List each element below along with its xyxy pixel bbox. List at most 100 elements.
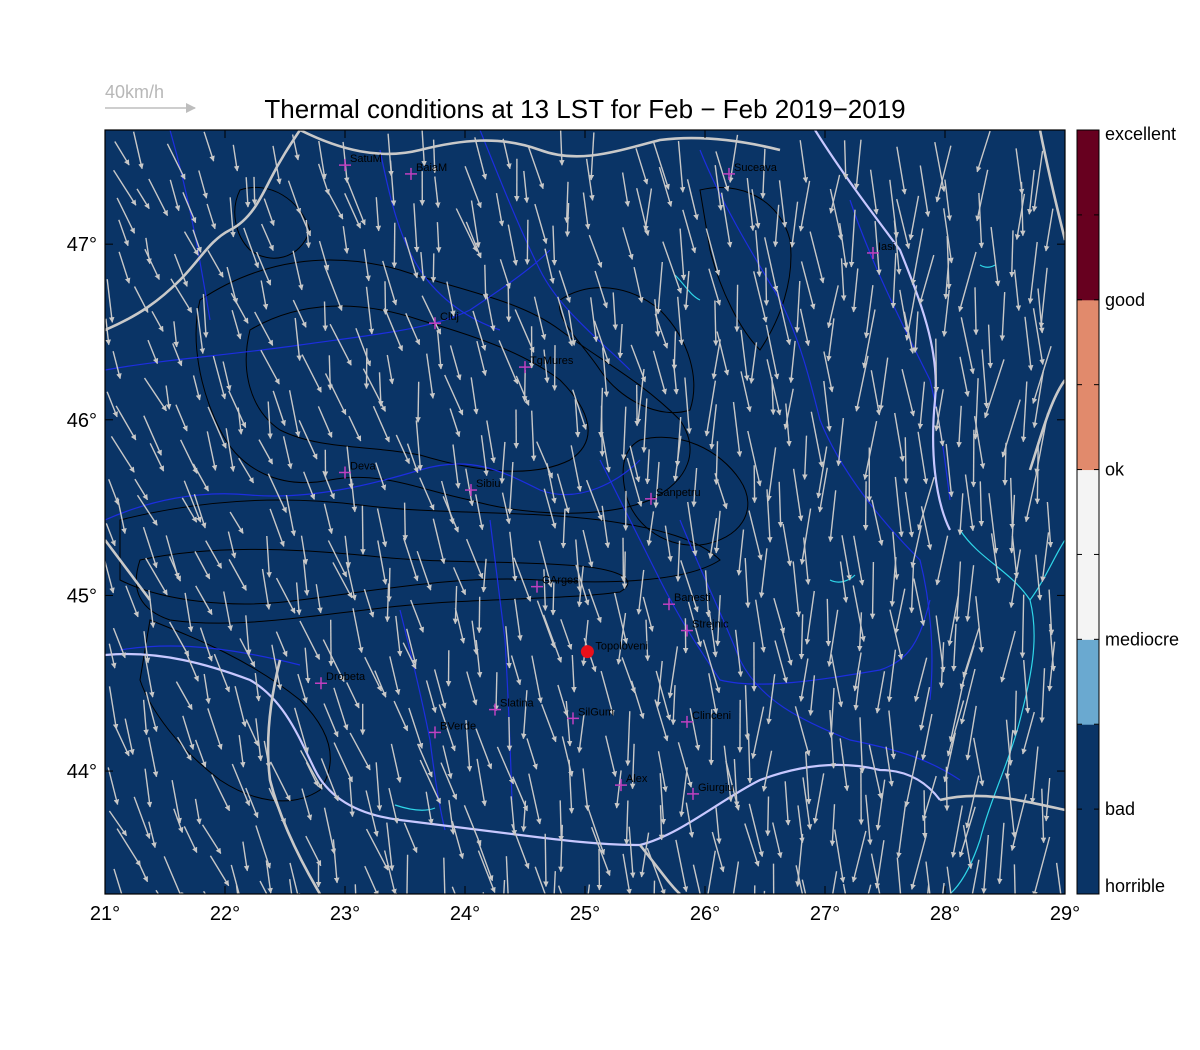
wind-arrow	[364, 865, 379, 894]
wind-arrow	[354, 884, 357, 894]
wind-arrow	[113, 868, 123, 894]
station-label: Iasi	[878, 241, 895, 253]
wind-arrow	[1047, 641, 1056, 692]
wind-arrow	[495, 192, 505, 227]
wind-arrow	[711, 831, 725, 873]
station-marker: BVerde	[429, 720, 476, 739]
wind-arrow	[1039, 893, 1042, 894]
wind-arrow	[486, 420, 496, 464]
wind-arrow	[677, 296, 685, 346]
wind-arrow	[646, 511, 655, 546]
wind-arrow	[434, 176, 441, 209]
wind-arrow	[553, 871, 556, 894]
wind-arrow	[919, 686, 931, 731]
wind-arrow	[499, 259, 511, 289]
wind-arrow	[677, 141, 686, 193]
wind-arrow	[148, 821, 157, 849]
wind-arrow	[271, 644, 283, 691]
wind-arrow	[1017, 895, 1019, 954]
wind-arrow	[800, 261, 816, 310]
wind-arrow	[799, 508, 812, 565]
station-marker: BaiaM	[405, 162, 447, 180]
wind-arrow	[148, 737, 159, 778]
wind-arrow	[470, 200, 481, 248]
wind-arrow	[143, 631, 151, 664]
wind-arrow	[282, 436, 293, 470]
wind-arrow	[499, 441, 506, 484]
wind-arrow	[744, 823, 760, 867]
station-marker: Giurgiu	[687, 782, 733, 800]
lon-tick-label: 28°	[930, 903, 960, 925]
wind-arrow	[232, 144, 240, 172]
wind-arrow	[621, 657, 636, 694]
wind-arrow	[142, 699, 149, 736]
wind-arrow	[108, 686, 119, 730]
station-label: Clinceni	[692, 710, 731, 722]
wind-arrow	[841, 535, 852, 581]
wind-arrow	[1046, 501, 1054, 548]
wind-arrow	[602, 347, 610, 398]
wind-arrow	[255, 718, 264, 762]
wind-arrow	[683, 270, 690, 311]
wind-arrow	[534, 866, 546, 894]
wind-arrow	[798, 180, 811, 232]
wind-arrow	[342, 226, 350, 254]
wind-arrow	[801, 879, 807, 894]
wind-arrow	[560, 619, 573, 650]
wind-arrow	[536, 600, 556, 649]
wind-arrow	[896, 146, 907, 195]
wind-arrow	[206, 203, 217, 230]
wind-arrow	[748, 803, 764, 858]
wind-arrow	[1011, 535, 1020, 579]
wind-arrow	[875, 779, 886, 831]
wind-arrow	[945, 443, 954, 498]
wind-arrow	[654, 313, 669, 349]
wind-arrow	[263, 740, 272, 769]
wind-arrow	[151, 310, 164, 332]
wind-arrow	[116, 828, 141, 867]
wind-arrow	[865, 794, 873, 846]
wind-arrow	[809, 231, 825, 284]
wind-arrow	[526, 738, 538, 770]
wind-arrow	[826, 318, 835, 362]
wind-arrow	[365, 790, 379, 837]
wind-arrow	[390, 743, 402, 783]
wind-arrow	[272, 390, 286, 427]
wind-arrow	[105, 318, 112, 346]
wind-arrow	[856, 612, 863, 652]
wind-arrow	[322, 639, 345, 683]
wind-arrow	[235, 885, 239, 894]
wind-arrow	[476, 340, 487, 377]
wind-arrow	[118, 251, 131, 284]
wind-arrow	[659, 773, 667, 825]
wind-arrow	[1020, 381, 1028, 443]
wind-arrow	[476, 596, 483, 634]
wind-arrow	[958, 251, 977, 313]
wind-arrow	[766, 674, 776, 725]
wind-arrow	[207, 708, 223, 750]
wind-arrow	[641, 398, 648, 453]
station-marker: Deva	[339, 460, 377, 479]
wind-arrow	[323, 703, 339, 738]
wind-arrow	[973, 415, 986, 470]
wind-arrow	[892, 531, 900, 580]
wind-arrow	[636, 897, 638, 932]
wind-arrow	[1013, 269, 1022, 312]
wind-arrow	[747, 733, 753, 784]
wind-arrow	[375, 197, 382, 232]
wind-arrow	[770, 376, 776, 416]
wind-arrow	[773, 598, 786, 634]
wind-arrow	[323, 265, 343, 312]
wind-arrow	[616, 612, 627, 665]
wind-arrow	[144, 768, 153, 808]
wind-arrow	[223, 591, 233, 632]
wind-arrow	[332, 562, 353, 599]
wind-arrow	[465, 538, 484, 579]
map-panel	[105, 130, 1065, 894]
wind-arrow	[766, 489, 773, 543]
wind-arrow	[910, 834, 928, 890]
wind-arrow	[713, 510, 721, 554]
wind-arrow	[511, 823, 530, 870]
wind-arrow	[990, 533, 1001, 584]
wind-arrow	[766, 359, 782, 416]
